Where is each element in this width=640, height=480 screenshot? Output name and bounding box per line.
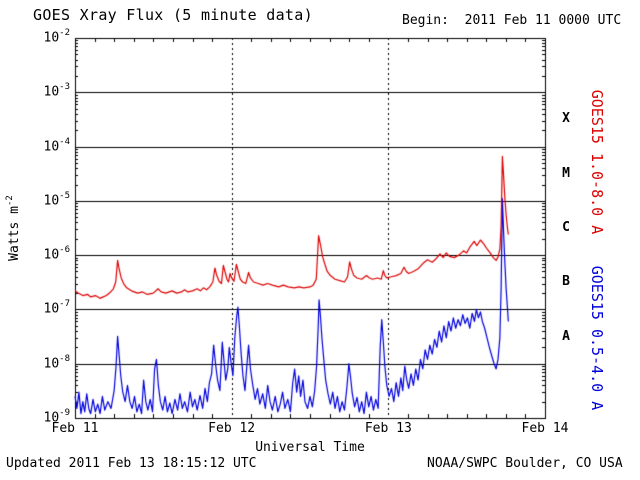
y-tick-label: 10-8 bbox=[43, 353, 71, 372]
y-tick-label: 10-5 bbox=[43, 190, 71, 209]
x-tick-label: Feb 11 bbox=[51, 421, 99, 436]
flare-class-letter: B bbox=[562, 274, 570, 290]
flare-class-letter: M bbox=[562, 165, 570, 181]
y-axis-label-text: Watts m bbox=[7, 206, 23, 261]
flare-class-letter: C bbox=[562, 220, 570, 235]
y-axis-label-exponent: -2 bbox=[4, 195, 15, 207]
x-axis-title: Universal Time bbox=[255, 440, 365, 455]
y-tick-label: 10-6 bbox=[43, 245, 71, 263]
y-tick-label: 10-2 bbox=[43, 28, 71, 46]
y-tick-label: 10-9 bbox=[43, 408, 71, 426]
x-tick-label: Feb 14 bbox=[521, 421, 569, 436]
y-axis-label: Watts m-2 bbox=[4, 195, 23, 261]
updated-timestamp: Updated 2011 Feb 13 18:15:12 UTC bbox=[6, 456, 257, 471]
flare-class-letter: A bbox=[562, 328, 570, 344]
x-tick-label: Feb 12 bbox=[208, 421, 256, 436]
begin-timestamp: Begin: 2011 Feb 11 0000 UTC bbox=[402, 13, 622, 28]
credit-text: NOAA/SWPC Boulder, CO USA bbox=[427, 456, 623, 471]
y-tick-label: 10-7 bbox=[43, 299, 71, 317]
y-tick-label: 10-3 bbox=[43, 82, 71, 100]
flare-class-letter: X bbox=[562, 111, 570, 127]
y-tick-label: 10-4 bbox=[43, 136, 71, 154]
chart-title: GOES Xray Flux (5 minute data) bbox=[33, 6, 313, 24]
x-tick-label: Feb 13 bbox=[364, 421, 412, 436]
series-label-long-channel: GOES15 1.0-8.0 A bbox=[588, 89, 606, 235]
series-label-short-channel: GOES15 0.5-4.0 A bbox=[588, 265, 606, 411]
